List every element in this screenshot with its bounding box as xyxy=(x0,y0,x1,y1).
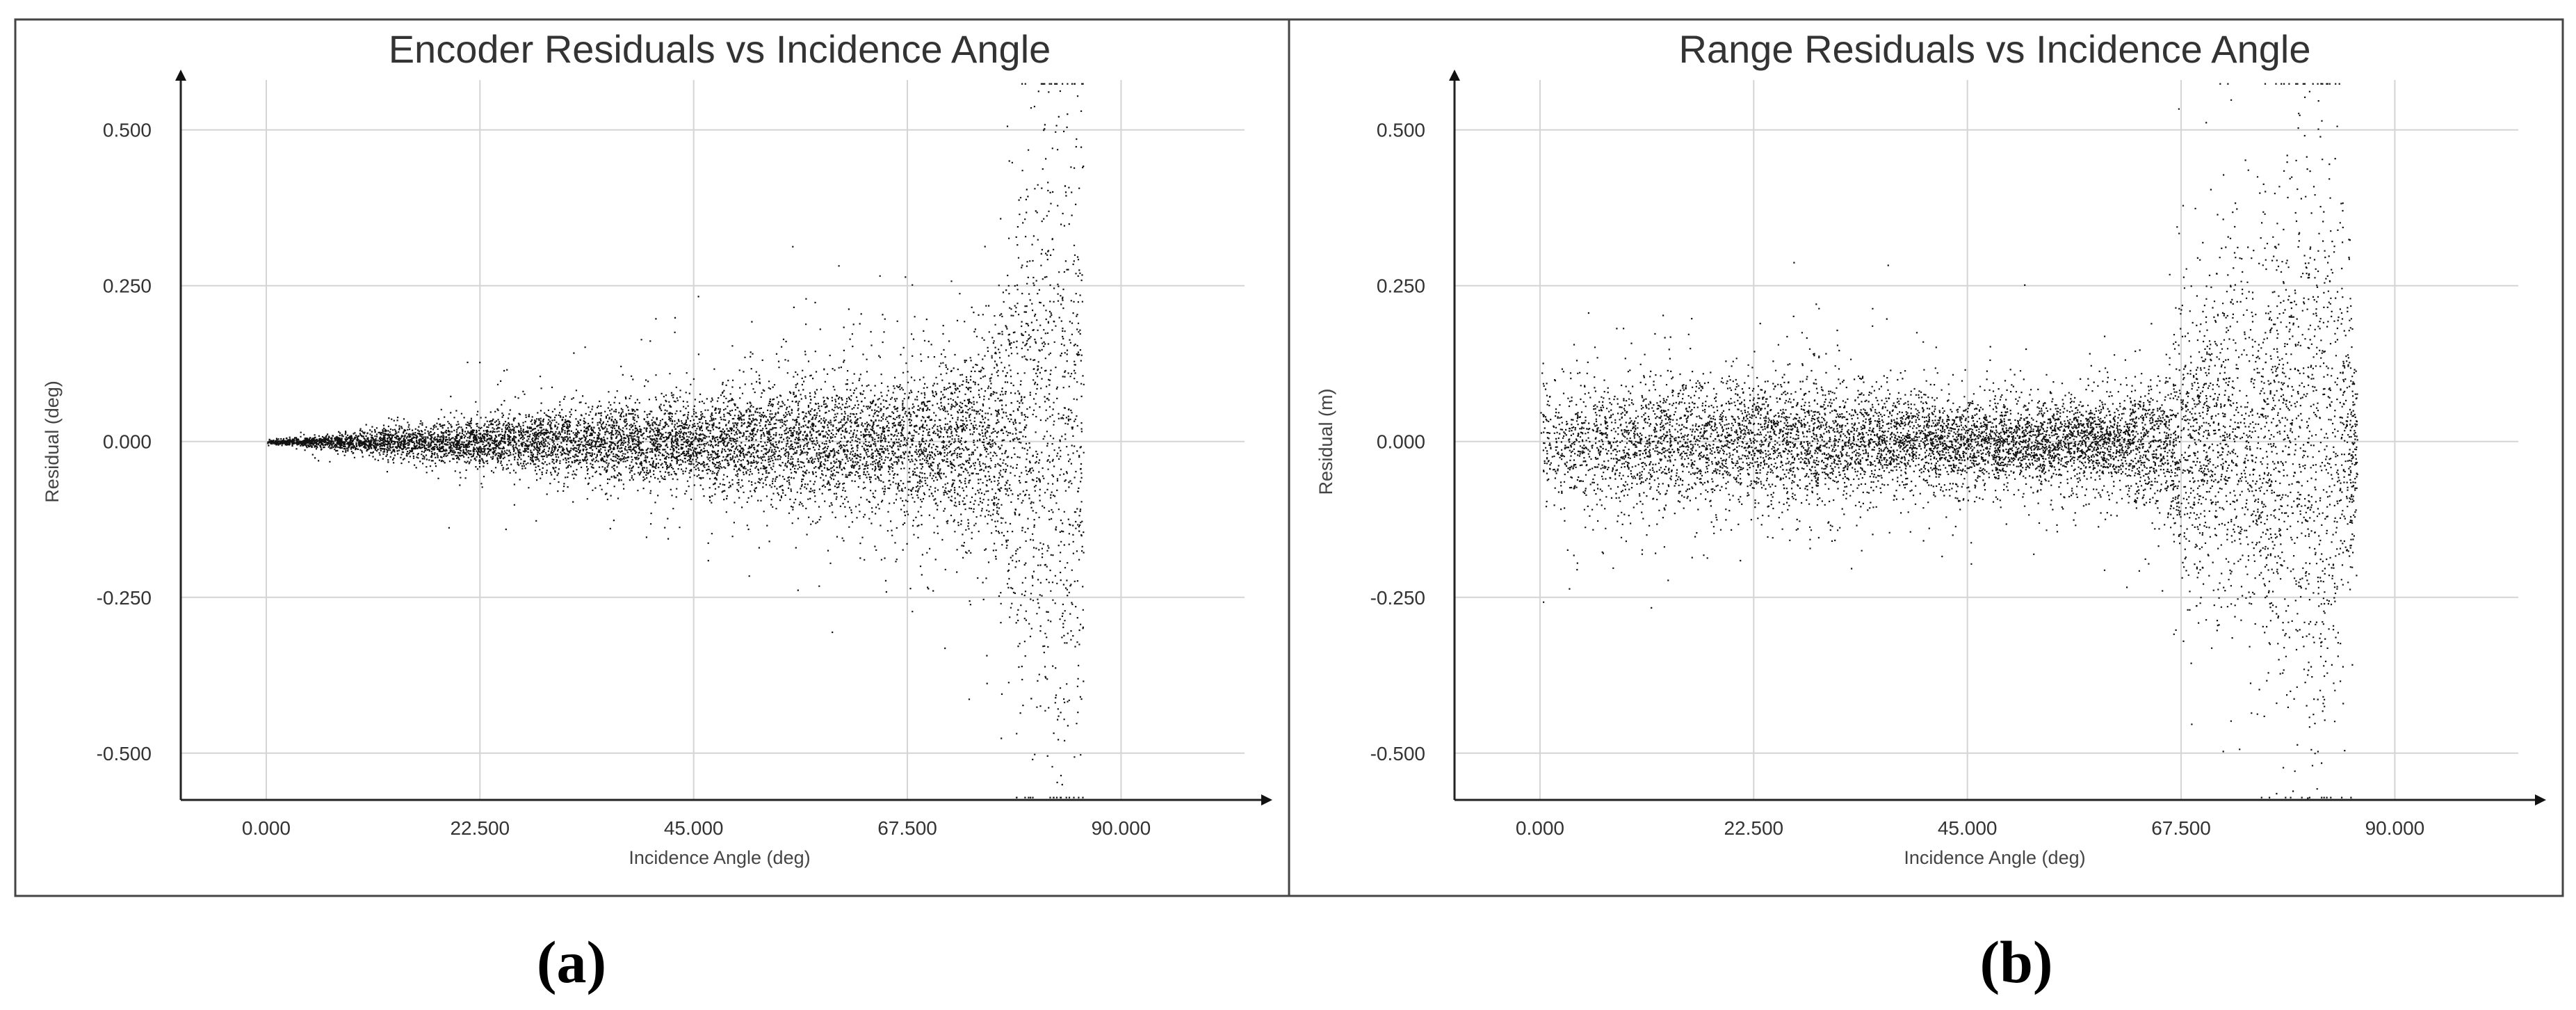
panel-b-caption: (b) xyxy=(1979,929,2052,995)
x-tick-label: 67.500 xyxy=(2151,817,2211,839)
y-tick-label: 0.250 xyxy=(1377,275,1425,297)
panel-range-residuals: Range Residuals vs Incidence Angle 0.000… xyxy=(1288,18,2564,897)
panel-b-y-tick-labels: 0.500 0.250 0.000 -0.250 -0.500 xyxy=(1370,120,1425,764)
scatter-point xyxy=(267,83,1085,799)
x-axis-arrow xyxy=(1261,794,1272,805)
x-tick-label: 90.000 xyxy=(1092,817,1151,839)
panel-b-x-axis-label: Incidence Angle (deg) xyxy=(1904,847,2085,868)
y-axis-arrow xyxy=(1449,70,1460,81)
panel-b-scatter-points xyxy=(1540,83,2358,801)
panel-a-caption: (a) xyxy=(537,929,606,995)
panel-a-y-tick-labels: 0.500 0.250 0.000 -0.250 -0.500 xyxy=(97,120,152,764)
y-tick-label: -0.250 xyxy=(97,587,152,609)
x-tick-label: 45.000 xyxy=(1938,817,1998,839)
panel-b-title: Range Residuals vs Incidence Angle xyxy=(1678,27,2310,71)
panel-a-axes xyxy=(175,70,1272,805)
y-tick-label: 0.000 xyxy=(1377,431,1425,453)
panel-a-x-tick-labels: 0.000 22.500 45.000 67.500 90.000 xyxy=(242,817,1151,839)
y-tick-label: -0.250 xyxy=(1370,587,1425,609)
x-tick-label: 45.000 xyxy=(664,817,724,839)
x-axis-arrow xyxy=(2535,794,2546,805)
y-tick-label: -0.500 xyxy=(1370,743,1425,764)
panel-b-y-axis-label: Residual (m) xyxy=(1315,388,1336,495)
panel-a-y-axis-label: Residual (deg) xyxy=(42,380,63,503)
scatter-point xyxy=(1540,83,2358,801)
panel-b-axes xyxy=(1449,70,2546,805)
x-tick-label: 22.500 xyxy=(450,817,510,839)
panel-a-scatter-points xyxy=(267,83,1085,799)
panel-a-x-axis-label: Incidence Angle (deg) xyxy=(629,847,810,868)
panel-a-grid xyxy=(181,80,1245,800)
x-tick-label: 90.000 xyxy=(2365,817,2425,839)
y-tick-label: -0.500 xyxy=(97,743,152,764)
x-tick-label: 0.000 xyxy=(242,817,291,839)
x-tick-label: 22.500 xyxy=(1724,817,1783,839)
x-tick-label: 67.500 xyxy=(877,817,937,839)
y-tick-label: 0.000 xyxy=(103,431,152,453)
y-axis-arrow xyxy=(175,70,186,81)
y-tick-label: 0.500 xyxy=(1377,120,1425,141)
x-tick-label: 0.000 xyxy=(1516,817,1564,839)
y-tick-label: 0.250 xyxy=(103,275,152,297)
panel-b-x-tick-labels: 0.000 22.500 45.000 67.500 90.000 xyxy=(1516,817,2424,839)
y-tick-label: 0.500 xyxy=(103,120,152,141)
panel-a-title: Encoder Residuals vs Incidence Angle xyxy=(389,27,1051,71)
panel-encoder-residuals: Encoder Residuals vs Incidence Angle 0.0… xyxy=(14,18,1290,897)
